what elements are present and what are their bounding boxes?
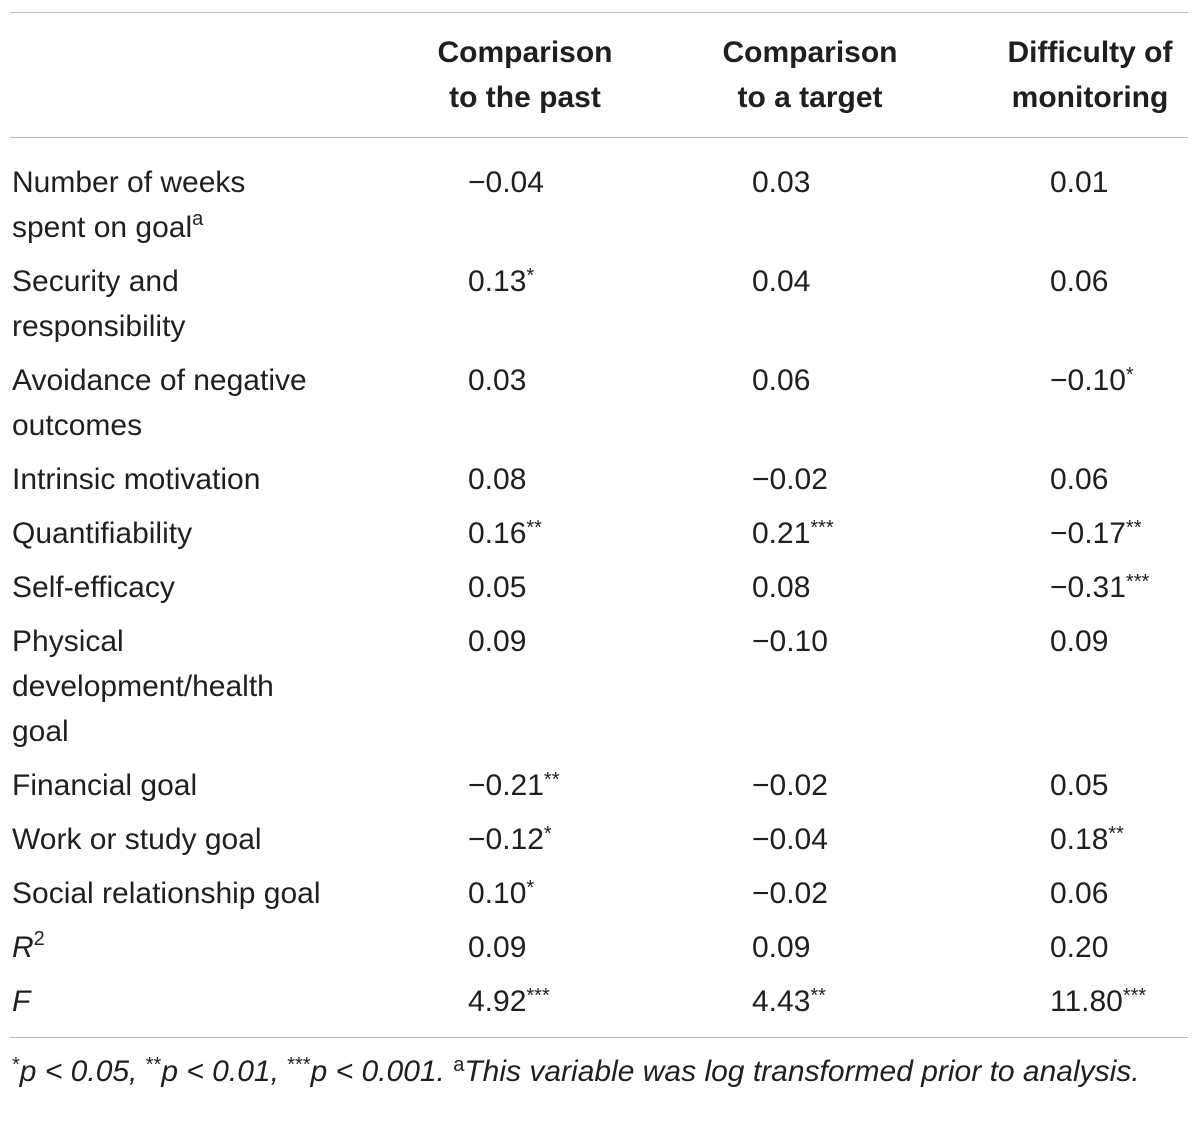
table-cell: 0.06 xyxy=(1050,463,1109,496)
row-label: Financial goal xyxy=(12,769,198,802)
row-label: Physical development/health goal xyxy=(12,625,274,748)
table-cell: 0.21*** xyxy=(752,517,834,550)
row-label: Number of weeks spent on goala xyxy=(12,166,246,244)
table-cell: −0.04 xyxy=(468,166,544,199)
table-cell: 0.05 xyxy=(1050,769,1109,802)
table-cell: 0.03 xyxy=(468,364,527,397)
header-comparison-past: Comparison to the past xyxy=(437,36,613,114)
table-cell: 0.08 xyxy=(468,463,527,496)
table-cell: 4.43** xyxy=(752,985,826,1018)
table-cell: −0.04 xyxy=(752,823,828,856)
table-cell: −0.10* xyxy=(1050,364,1134,397)
table-cell: 0.04 xyxy=(752,265,811,298)
table-cell: −0.12* xyxy=(468,823,552,856)
row-label: Self-efficacy xyxy=(12,571,175,604)
table-cell: 0.09 xyxy=(468,931,527,964)
table-cell: 0.18** xyxy=(1050,823,1124,856)
table-footnote: *p < 0.05, **p < 0.01, ***p < 0.001. aTh… xyxy=(12,1054,1140,1088)
header-difficulty-monitoring: Difficulty of monitoring xyxy=(1007,36,1173,114)
row-label: R2 xyxy=(12,928,45,964)
table-cell: 0.09 xyxy=(752,931,811,964)
header-comparison-target: Comparison to a target xyxy=(722,36,898,114)
row-label: Intrinsic motivation xyxy=(12,463,261,496)
row-label: Avoidance of negative outcomes xyxy=(12,364,307,442)
table-cell: −0.02 xyxy=(752,463,828,496)
table-cell: 0.05 xyxy=(468,571,527,604)
row-label: Work or study goal xyxy=(12,823,262,856)
row-label: Security and responsibility xyxy=(12,265,186,343)
table-top-rule xyxy=(10,12,1188,13)
table-cell: 0.06 xyxy=(1050,877,1109,910)
table-cell: 0.13* xyxy=(468,265,535,298)
table-cell: −0.10 xyxy=(752,625,828,658)
table-cell: 11.80*** xyxy=(1050,985,1147,1018)
table-cell: 0.01 xyxy=(1050,166,1109,199)
table-cell: 0.03 xyxy=(752,166,811,199)
table-cell: 0.09 xyxy=(1050,625,1109,658)
header-rule xyxy=(10,137,1188,138)
table-bottom-rule xyxy=(10,1037,1188,1038)
row-label: F xyxy=(12,985,31,1018)
table-cell: 0.09 xyxy=(468,625,527,658)
table-cell: 0.10* xyxy=(468,877,535,910)
row-label: Quantifiability xyxy=(12,517,193,550)
table-cell: 4.92*** xyxy=(468,985,550,1018)
table-cell: 0.20 xyxy=(1050,931,1109,964)
table-cell: 0.06 xyxy=(752,364,811,397)
table-cell: −0.17** xyxy=(1050,517,1142,550)
table-cell: −0.02 xyxy=(752,877,828,910)
table-cell: 0.08 xyxy=(752,571,811,604)
table-cell: 0.16** xyxy=(468,517,542,550)
table-cell: −0.31*** xyxy=(1050,571,1150,604)
row-label: Social relationship goal xyxy=(12,877,321,910)
table-cell: −0.02 xyxy=(752,769,828,802)
table-cell: 0.06 xyxy=(1050,265,1109,298)
table-cell: −0.21** xyxy=(468,769,560,802)
